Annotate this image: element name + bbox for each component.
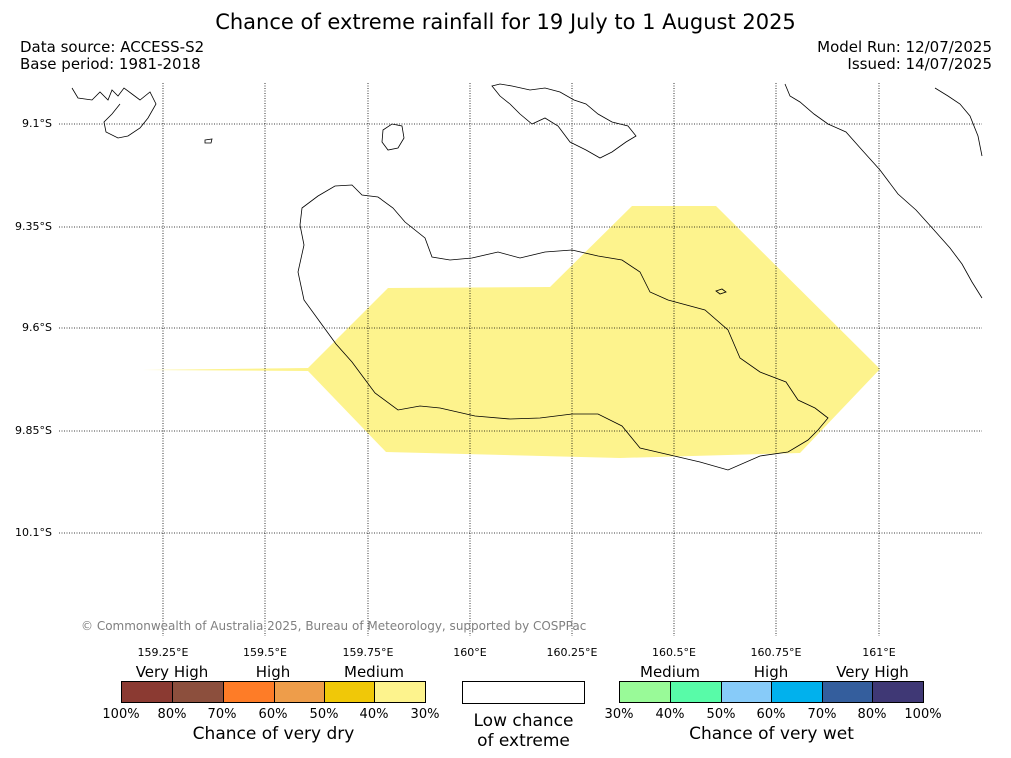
coastline-east-island-2 [934, 87, 983, 157]
low-chance-label: Low chance of extreme [450, 711, 597, 751]
highlight-polygon [142, 206, 880, 458]
map-title: Chance of extreme rainfall for 19 July t… [215, 10, 796, 34]
lon-label-4: 160°E [453, 646, 487, 659]
lat-label-4: 9.85°S [15, 424, 52, 437]
lat-label-3: 9.6°S [22, 321, 52, 334]
coastline-north-island [491, 83, 637, 159]
lat-label-2: 9.35°S [15, 220, 52, 233]
meta-left: Data source: ACCESS-S2 Base period: 1981… [20, 39, 204, 73]
wet-tick-4: 60% [756, 707, 786, 722]
wet-tick-3: 50% [706, 707, 736, 722]
lon-label-1: 159.25°E [137, 646, 189, 659]
copyright-notice: © Commonwealth of Australia 2025, Bureau… [81, 619, 587, 633]
issued-date: Issued: 14/07/2025 [847, 55, 992, 73]
base-period: Base period: 1981-2018 [20, 55, 201, 73]
wet-tick-2: 40% [655, 707, 685, 722]
wet-tick-7: 100% [904, 707, 942, 722]
dry-category-high: High [255, 663, 291, 681]
coastline-nw-islands [71, 87, 157, 139]
low-chance-line2: of extreme [477, 731, 570, 751]
dry-tick-5: 50% [309, 707, 339, 722]
highlight-region [142, 206, 880, 458]
low-chance-line1: Low chance [473, 711, 574, 731]
dry-swatch-3 [223, 681, 275, 703]
dry-swatch-6 [374, 681, 426, 703]
dry-tick-3: 70% [207, 707, 237, 722]
wet-category-medium: Medium [640, 663, 700, 681]
coastline-small-island-1 [381, 123, 405, 151]
lat-label-1: 9.1°S [22, 117, 52, 130]
coastline-main-island [297, 184, 829, 471]
wet-tick-6: 80% [857, 707, 887, 722]
model-run: Model Run: 12/07/2025 [817, 38, 992, 56]
coastline-east-island [784, 83, 983, 299]
coastline-islet [715, 288, 727, 295]
data-source: Data source: ACCESS-S2 [20, 38, 205, 56]
wet-category-high: High [753, 663, 789, 681]
dry-category-very-high: Very High [135, 663, 209, 681]
dry-tick-1: 100% [102, 707, 140, 722]
wet-legend-title: Chance of very wet [689, 724, 854, 744]
low-chance-swatch [462, 681, 585, 704]
lon-label-5: 160.25°E [546, 646, 598, 659]
coastlines [71, 83, 983, 471]
dry-tick-7: 30% [410, 707, 440, 722]
gridlines [59, 83, 982, 636]
lon-label-8: 161°E [862, 646, 896, 659]
dry-swatch-5 [324, 681, 375, 703]
wet-tick-5: 70% [807, 707, 837, 722]
lon-label-7: 160.75°E [750, 646, 802, 659]
wet-swatch-3 [721, 681, 772, 703]
dry-swatch-4 [274, 681, 325, 703]
lon-label-3: 159.75°E [342, 646, 394, 659]
coastline-small-island-2 [204, 138, 213, 144]
lon-label-6: 160.5°E [652, 646, 696, 659]
meta-right: Model Run: 12/07/2025 Issued: 14/07/2025 [817, 39, 992, 73]
wet-category-very-high: Very High [836, 663, 909, 681]
lon-label-2: 159.5°E [243, 646, 287, 659]
wet-tick-1: 30% [604, 707, 634, 722]
dry-category-medium: Medium [344, 663, 404, 681]
wet-swatch-6 [872, 681, 924, 703]
lat-label-5: 10.1°S [15, 526, 52, 539]
wet-swatch-2 [670, 681, 722, 703]
wet-swatch-1 [619, 681, 671, 703]
dry-legend-title: Chance of very dry [192, 724, 355, 744]
wet-swatch-4 [771, 681, 823, 703]
dry-tick-2: 80% [157, 707, 187, 722]
dry-swatch-1 [121, 681, 173, 703]
dry-tick-4: 60% [258, 707, 288, 722]
wet-swatch-5 [822, 681, 873, 703]
dry-swatch-2 [172, 681, 224, 703]
dry-tick-6: 40% [359, 707, 389, 722]
